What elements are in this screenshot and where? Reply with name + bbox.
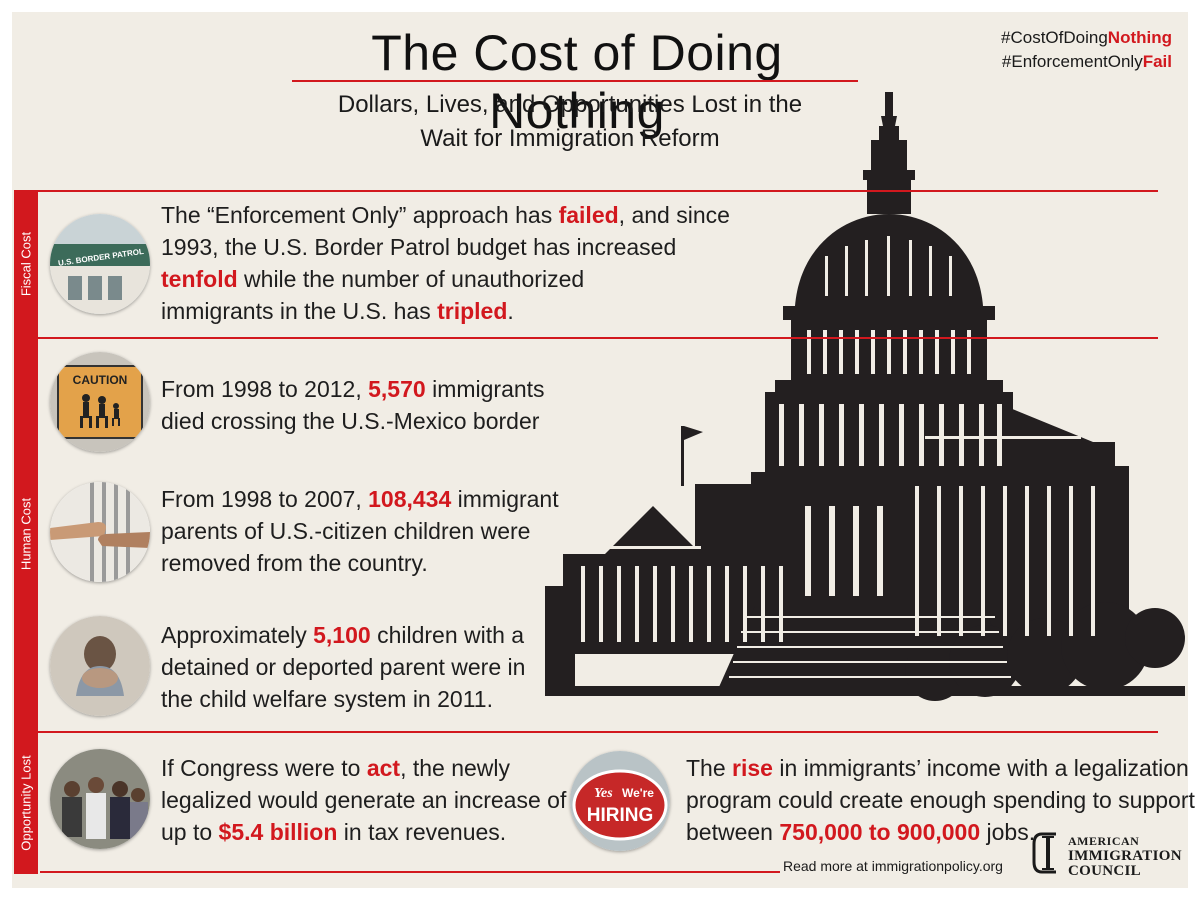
stat-parents-removed: From 1998 to 2007, 108,434 immigrant par… bbox=[161, 486, 559, 576]
read-more-link[interactable]: Read more at immigrationpolicy.org bbox=[783, 858, 1003, 874]
org-name-line-3: COUNCIL bbox=[1068, 863, 1141, 879]
hiring-sign-icon: Yes We're HIRING bbox=[570, 751, 670, 851]
hashtag-highlight: Nothing bbox=[1107, 28, 1172, 47]
stat-enforcement-only: The “Enforcement Only” approach has fail… bbox=[161, 202, 730, 324]
hashtags: #CostOfDoingNothing #EnforcementOnlyFail bbox=[1001, 26, 1172, 74]
hiring-sign-yes: Yes bbox=[594, 786, 613, 801]
aic-logo-icon bbox=[1032, 832, 1056, 874]
title-underline bbox=[292, 80, 858, 82]
hands-through-fence-photo bbox=[50, 482, 150, 582]
hiring-sign-were: We're bbox=[622, 786, 654, 800]
caution-sign-icon: CAUTION bbox=[50, 352, 150, 452]
hiring-sign-hiring: HIRING bbox=[587, 805, 654, 826]
hiring-sign-photo: Yes We're HIRING bbox=[570, 751, 670, 851]
sad-child-icon bbox=[50, 616, 150, 716]
hands-fence-icon bbox=[50, 482, 150, 582]
subtitle-line-1: Dollars, Lives, and Opportunities Lost i… bbox=[337, 91, 803, 118]
border-patrol-station-icon: U.S. BORDER PATROL bbox=[50, 214, 150, 314]
org-name-line-2: IMMIGRATION bbox=[1068, 848, 1182, 864]
hashtag-enforcement-only-fail: #EnforcementOnlyFail bbox=[1001, 50, 1172, 74]
border-patrol-photo: U.S. BORDER PATROL bbox=[50, 214, 150, 314]
main-title: The Cost of Doing Nothing bbox=[371, 25, 783, 139]
hashtag-prefix: #EnforcementOnly bbox=[1001, 52, 1143, 71]
divider-fiscal-human bbox=[38, 337, 1158, 339]
subtitle-line-2: Wait for Immigration Reform bbox=[420, 125, 720, 152]
divider-human-opportunity bbox=[38, 731, 1158, 733]
divider-top bbox=[38, 190, 1158, 192]
capitol-building-illustration bbox=[545, 92, 1185, 701]
footer-divider bbox=[40, 871, 780, 873]
section-label-fiscal: Fiscal Cost bbox=[18, 231, 34, 297]
caution-sign-text: CAUTION bbox=[73, 373, 128, 387]
hashtag-cost-of-doing-nothing: #CostOfDoingNothing bbox=[1001, 26, 1172, 50]
stat-tax-revenue: If Congress were to act, the newly legal… bbox=[161, 755, 567, 845]
hashtag-highlight: Fail bbox=[1142, 52, 1172, 71]
caution-sign-photo: CAUTION bbox=[50, 352, 150, 452]
subtitle: Dollars, Lives, and Opportunities Lost i… bbox=[300, 88, 840, 156]
section-sidebar bbox=[14, 190, 38, 874]
crowd-icon bbox=[50, 749, 150, 849]
org-name-line-1: AMERICAN bbox=[1068, 834, 1140, 848]
crowd-photo bbox=[50, 749, 150, 849]
organization-name: AMERICAN IMMIGRATION COUNCIL bbox=[1068, 834, 1182, 879]
section-label-opportunity: Opportunity Lost bbox=[18, 755, 34, 851]
section-label-human: Human Cost bbox=[18, 497, 34, 571]
stat-border-deaths: From 1998 to 2012, 5,570 immigrants died… bbox=[161, 376, 545, 434]
child-photo bbox=[50, 616, 150, 716]
stat-jobs-supported: The rise in immigrants’ income with a le… bbox=[686, 755, 1195, 845]
stat-children-welfare: Approximately 5,100 children with a deta… bbox=[161, 622, 526, 712]
hashtag-prefix: #CostOfDoing bbox=[1001, 28, 1108, 47]
